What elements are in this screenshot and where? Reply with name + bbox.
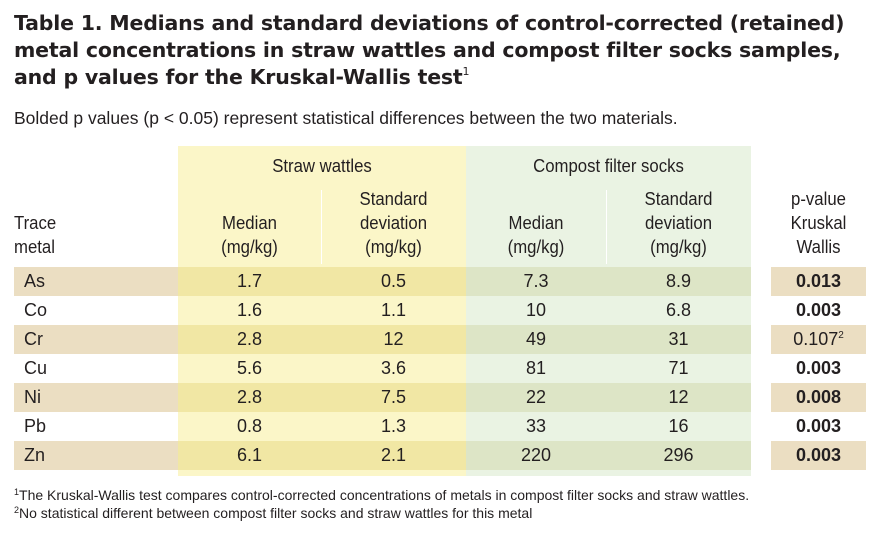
- cell-p-value: 0.003: [795, 416, 842, 436]
- cell-compost-median: 33: [525, 416, 547, 436]
- header-straw-wattles: Straw wattles: [272, 156, 372, 176]
- cell-straw-median: 5.6: [236, 358, 263, 378]
- cell-straw-std-dev: 1.3: [380, 416, 407, 436]
- cell-straw-std-dev: 12: [321, 325, 466, 354]
- table-row: Cr 2.8 12 49 31 0.1072: [14, 325, 866, 354]
- cell-straw-std-dev: 0.5: [321, 267, 466, 296]
- data-table: Straw wattles Compost filter socks Trace…: [14, 146, 866, 476]
- cell-compost-std-dev: 71: [668, 358, 689, 378]
- title-footnote-mark: 1: [462, 65, 470, 78]
- cell-straw-std-dev: 1.1: [380, 300, 407, 320]
- footnote-1: 1The Kruskal-Wallis test compares contro…: [14, 487, 750, 503]
- cell-compost-std-dev: 296: [606, 441, 751, 470]
- table-title: Table 1. Medians and standard deviations…: [14, 11, 845, 89]
- header-compost-filter-socks: Compost filter socks: [533, 156, 684, 176]
- header-p-value: p-value Kruskal Wallis: [790, 189, 847, 257]
- table-subtitle: Bolded p values (p < 0.05) represent sta…: [14, 108, 678, 128]
- column-divider: [606, 190, 607, 264]
- cell-compost-median: 10: [525, 300, 547, 320]
- cell-straw-median: 2.8: [178, 383, 321, 412]
- header-straw-median: Median (mg/kg): [221, 213, 278, 257]
- cell-p-value: 0.013: [771, 267, 866, 296]
- table-row: Co 1.6 1.1 10 6.8 0.003: [14, 296, 866, 325]
- cell-p-value: 0.1072: [771, 325, 866, 354]
- column-divider: [321, 190, 322, 264]
- cell-straw-median: 1.6: [236, 300, 263, 320]
- cell-metal: Cu: [24, 358, 48, 378]
- cell-compost-median: 81: [525, 358, 547, 378]
- cell-straw-std-dev: 7.5: [321, 383, 466, 412]
- cell-metal: Co: [24, 300, 48, 320]
- table-row: Cu 5.6 3.6 81 71 0.003: [14, 354, 866, 383]
- cell-compost-std-dev: 31: [606, 325, 751, 354]
- cell-metal: Pb: [24, 416, 47, 436]
- straw-wattles-column-band: [178, 146, 466, 476]
- cell-compost-median: 22: [466, 383, 606, 412]
- cell-p-value: 0.003: [771, 441, 866, 470]
- cell-compost-std-dev: 16: [668, 416, 689, 436]
- header-straw-std-dev: Standard deviation (mg/kg): [359, 189, 428, 257]
- cell-metal: Zn: [14, 441, 178, 470]
- cell-compost-median: 49: [466, 325, 606, 354]
- cell-straw-median: 0.8: [236, 416, 263, 436]
- cell-compost-std-dev: 8.9: [606, 267, 751, 296]
- table-row: Pb 0.8 1.3 33 16 0.003: [14, 412, 866, 441]
- cell-compost-median: 7.3: [466, 267, 606, 296]
- cell-compost-std-dev: 12: [606, 383, 751, 412]
- cell-compost-median: 220: [466, 441, 606, 470]
- table-row: Ni 2.8 7.5 22 12 0.008: [14, 383, 866, 412]
- cell-p-value: 0.003: [795, 300, 842, 320]
- cell-metal: As: [14, 267, 178, 296]
- cell-straw-std-dev: 3.6: [380, 358, 407, 378]
- table-row: Zn 6.1 2.1 220 296 0.003: [14, 441, 866, 470]
- footnote-2: 2No statistical different between compos…: [14, 505, 533, 521]
- p-value-footnote-mark: 2: [838, 330, 844, 341]
- compost-filter-socks-column-band: [466, 146, 751, 476]
- cell-p-value: 0.003: [795, 358, 842, 378]
- cell-p-value: 0.008: [771, 383, 866, 412]
- header-compost-median: Median (mg/kg): [507, 213, 565, 257]
- cell-metal: Ni: [14, 383, 178, 412]
- cell-compost-std-dev: 6.8: [665, 300, 692, 320]
- cell-metal: Cr: [14, 325, 178, 354]
- cell-straw-median: 1.7: [178, 267, 321, 296]
- cell-straw-median: 2.8: [178, 325, 321, 354]
- header-trace-metal: Trace metal: [14, 213, 57, 257]
- cell-straw-std-dev: 2.1: [321, 441, 466, 470]
- table-row: As 1.7 0.5 7.3 8.9 0.013: [14, 267, 866, 296]
- header-compost-std-dev: Standard deviation (mg/kg): [644, 189, 713, 257]
- cell-straw-median: 6.1: [178, 441, 321, 470]
